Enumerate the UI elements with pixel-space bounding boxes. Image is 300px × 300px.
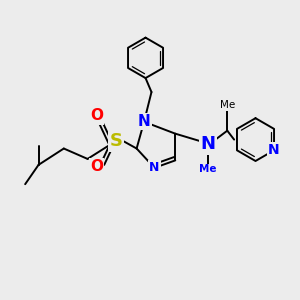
Text: N: N [138, 114, 150, 129]
Text: Me: Me [199, 164, 217, 174]
Text: N: N [149, 161, 160, 174]
Text: O: O [90, 159, 103, 174]
Text: Me: Me [220, 100, 235, 110]
Text: O: O [90, 108, 103, 123]
Text: N: N [268, 143, 280, 157]
Text: S: S [109, 132, 122, 150]
Text: N: N [200, 135, 215, 153]
